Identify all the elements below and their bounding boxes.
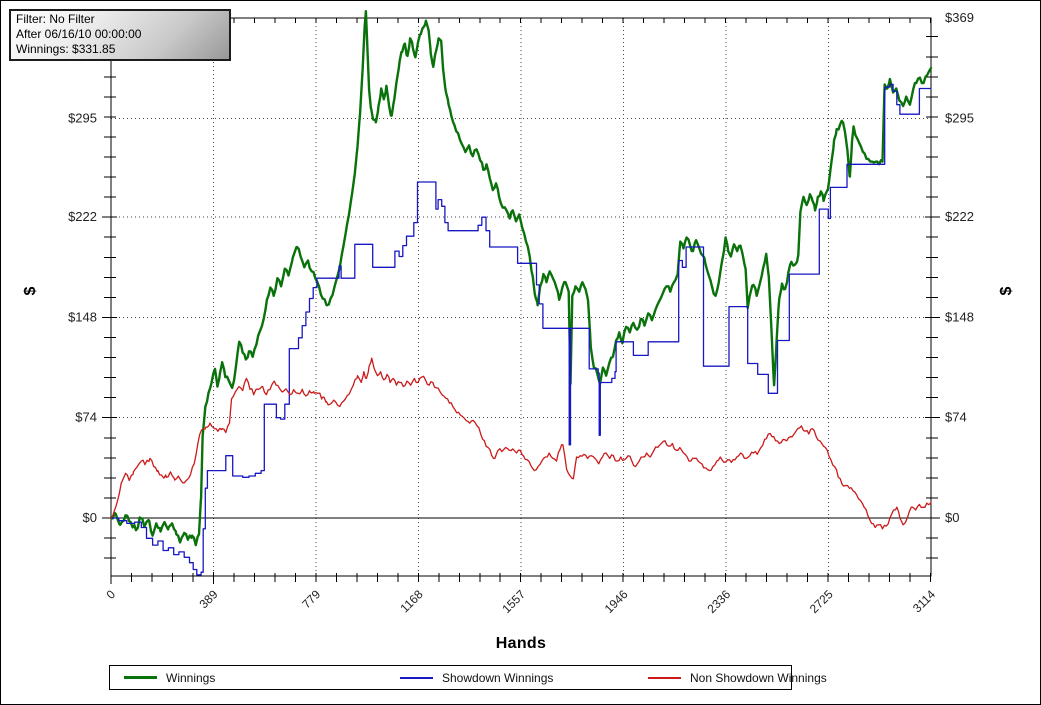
y-tick-label-right: $0 (945, 510, 959, 525)
legend: Winnings Showdown Winnings Non Showdown … (109, 665, 827, 690)
tooltip-winnings-line: Winnings: $331.85 (16, 42, 116, 56)
x-tick-label: 1557 (499, 587, 528, 616)
y-tick-label-right: $148 (945, 309, 974, 324)
x-tick-label: 1168 (398, 587, 426, 615)
y-tick-label-left: $0 (83, 510, 97, 525)
y-axis-title-left: $ (22, 286, 39, 296)
winnings-line-swatch (124, 676, 157, 679)
winnings-line (109, 10, 933, 547)
x-tick-label: 389 (196, 587, 220, 611)
y-tick-label-right: $222 (945, 209, 974, 224)
x-tick-label: 2336 (704, 587, 733, 616)
x-tick-label: 0 (103, 587, 118, 602)
y-tick-label-left: $222 (68, 209, 97, 224)
legend-label-non-showdown-winnings: Non Showdown Winnings (690, 670, 827, 685)
y-axis-title-right: $ (998, 286, 1015, 296)
filter-tooltip: Filter: No Filter After 06/16/10 00:00:0… (9, 9, 231, 61)
x-tick-label: 779 (299, 587, 323, 611)
x-axis-title: Hands (495, 635, 547, 652)
y-tick-label-right: $369 (945, 10, 974, 25)
x-tick-label: 1946 (602, 587, 631, 616)
legend-entry-winnings: Winnings (124, 666, 215, 689)
legend-entry-non-showdown-winnings: Non Showdown Winnings (648, 666, 827, 689)
legend-label-winnings: Winnings (166, 670, 216, 685)
legend-entry-showdown-winnings: Showdown Winnings (400, 666, 553, 689)
showdown-winnings-line (110, 83, 932, 576)
legend-label-showdown-winnings: Showdown Winnings (442, 670, 554, 685)
x-tick-label: 2725 (807, 587, 836, 616)
non-showdown-winnings-line-swatch (648, 676, 681, 679)
tooltip-after-line: After 06/16/10 00:00:00 (16, 27, 142, 41)
plot-frame (110, 17, 932, 577)
y-tick-label-left: $148 (68, 309, 97, 324)
y-tick-label-left: $295 (68, 110, 97, 125)
showdown-winnings-line-swatch (400, 676, 433, 679)
non-showdown-winnings-line (110, 357, 932, 530)
y-tick-label-right: $74 (945, 410, 967, 425)
y-tick-label-right: $295 (945, 110, 974, 125)
tooltip-filter-line: Filter: No Filter (16, 12, 95, 26)
x-tick-label: 3114 (910, 587, 938, 615)
y-tick-label-left: $74 (75, 410, 97, 425)
